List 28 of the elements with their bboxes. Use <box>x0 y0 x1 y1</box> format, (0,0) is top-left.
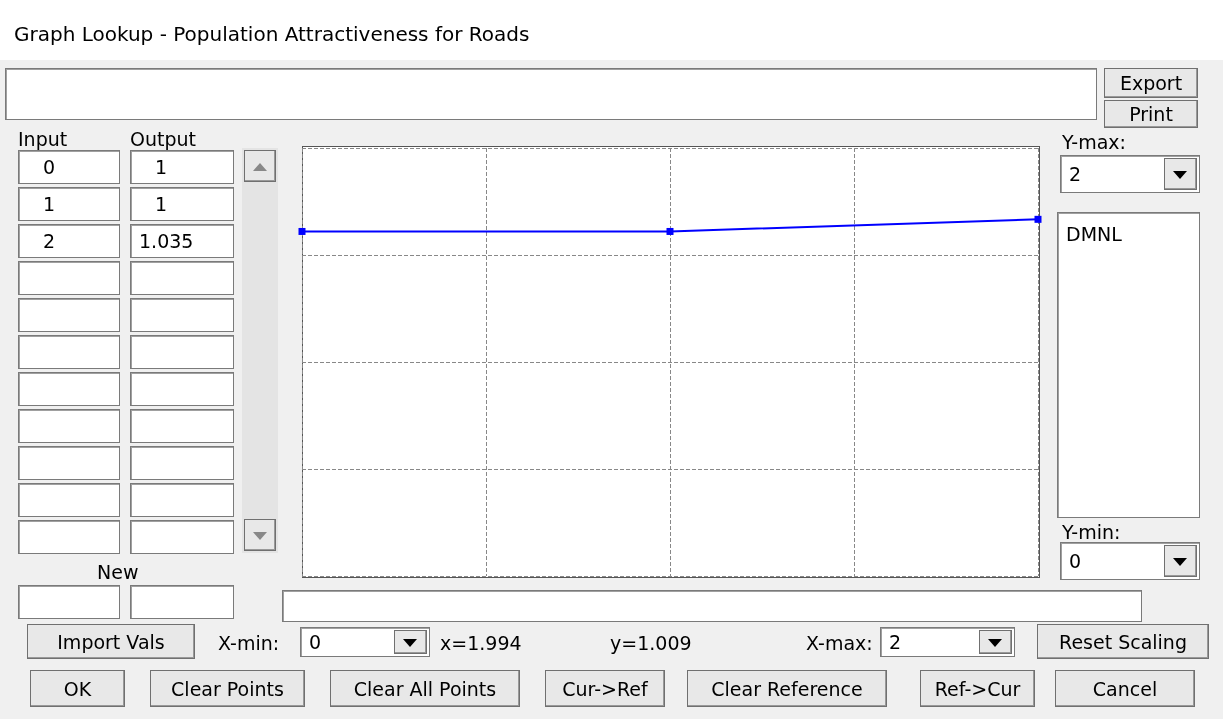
button: Ref->Cur <box>920 670 1035 707</box>
output-cell: 1 <box>130 187 234 221</box>
button: Cancel <box>1055 670 1195 707</box>
text: Y-min: <box>1062 521 1121 543</box>
input-cell: 2 <box>18 224 120 258</box>
text: X-max: <box>806 632 873 654</box>
button: Reset Scaling <box>1037 624 1209 659</box>
button: Clear All Points <box>330 670 520 707</box>
units-list: DMNL <box>1057 212 1200 518</box>
output-cell: 1.035 <box>130 224 234 258</box>
text: X-min: <box>218 632 280 654</box>
button: Clear Reference <box>687 670 887 707</box>
button: Import Vals <box>27 624 195 659</box>
button: Cur->Ref <box>545 670 665 707</box>
text: New <box>97 561 139 583</box>
text: Y-max: <box>1062 131 1127 153</box>
button: Export <box>1104 68 1198 98</box>
button: OK <box>30 670 125 707</box>
chart-title: Graph Lookup - Population Attractiveness for Roads <box>14 22 530 46</box>
text: y=1.009 <box>610 632 692 654</box>
text: Input <box>18 128 68 150</box>
button: Clear Points <box>150 670 305 707</box>
button: Print <box>1104 100 1198 128</box>
output-cell: 1 <box>130 150 234 184</box>
input-cell: 1 <box>18 187 120 221</box>
input-cell: 0 <box>18 150 120 184</box>
text: x=1.994 <box>440 632 522 654</box>
text: Output <box>130 128 196 150</box>
